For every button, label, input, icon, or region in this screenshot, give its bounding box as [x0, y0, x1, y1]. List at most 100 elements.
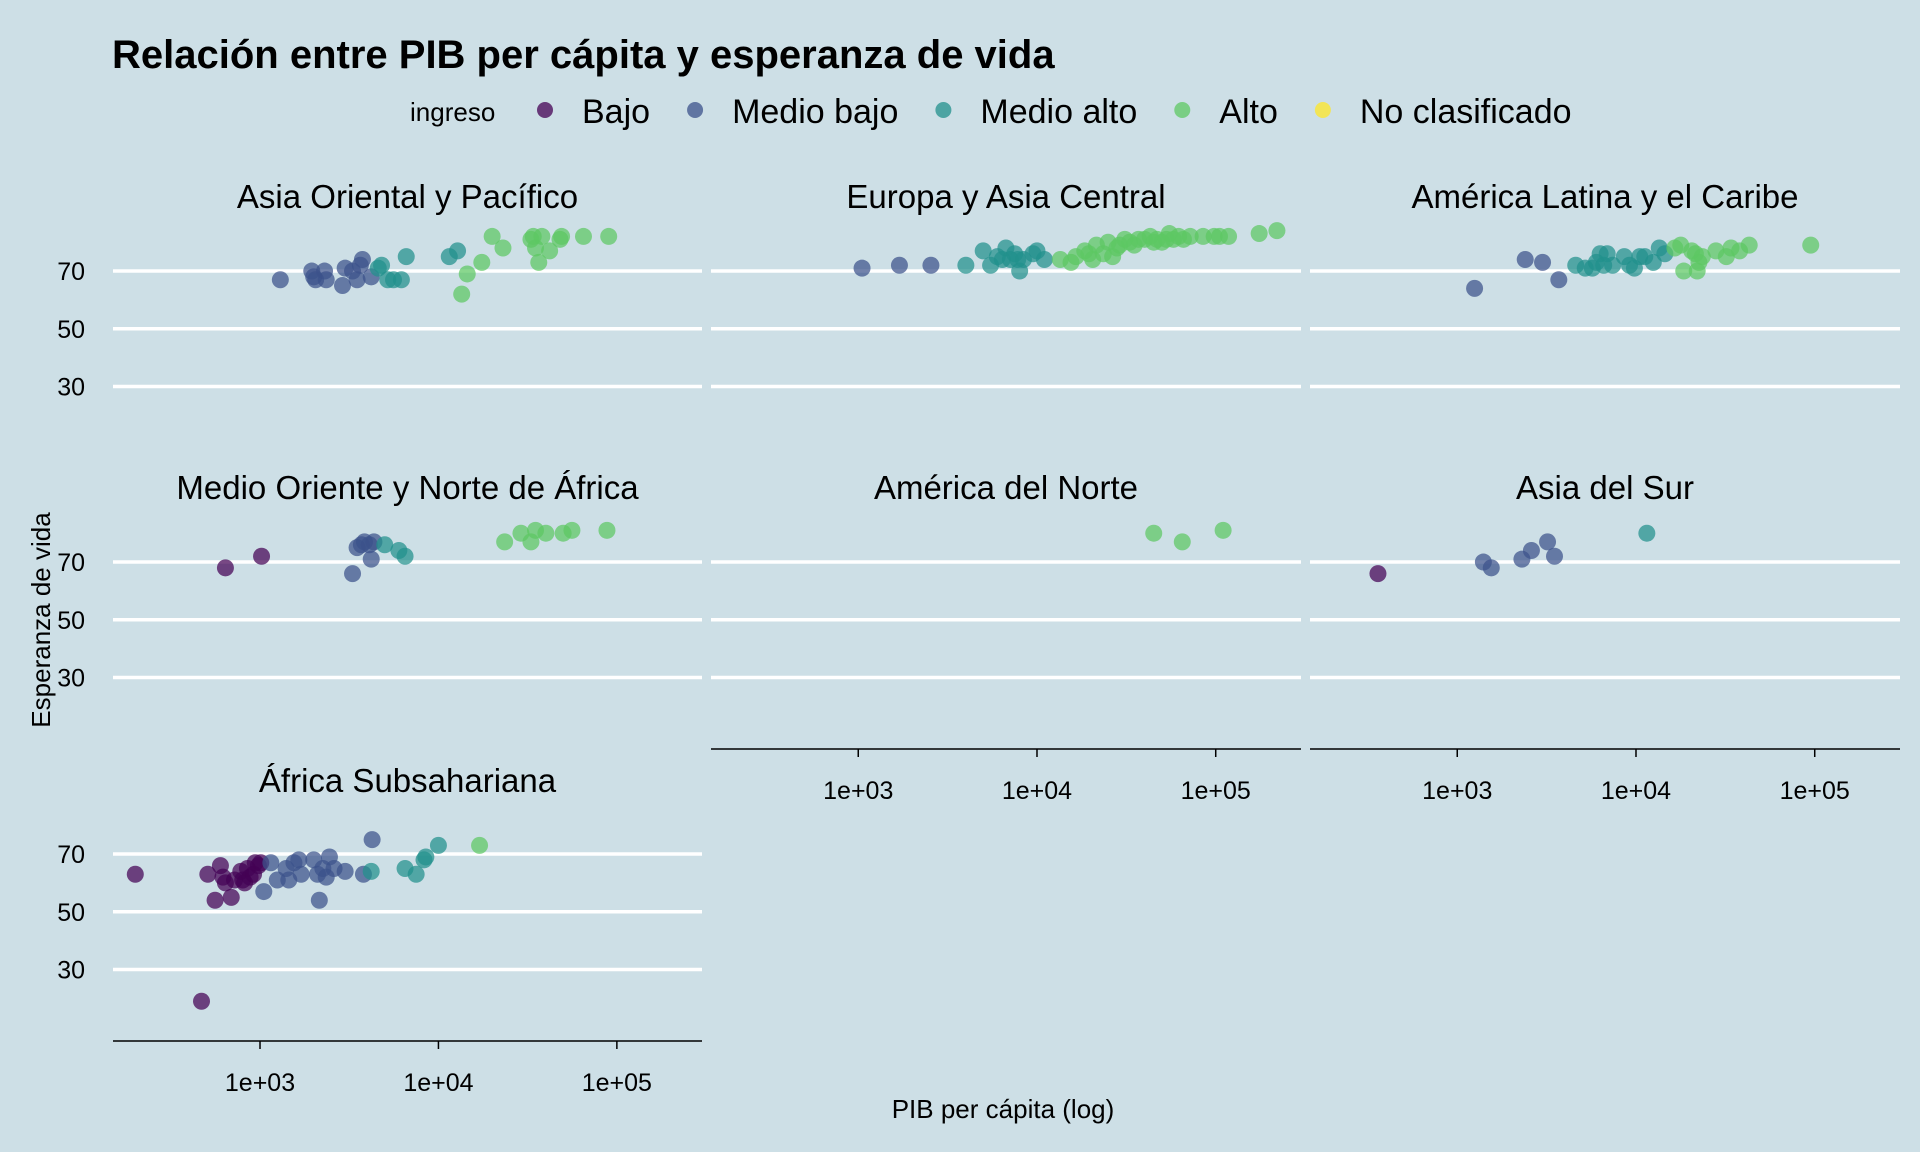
- x-tick-label: 1e+04: [1002, 777, 1072, 805]
- y-tick-label: 30: [57, 373, 85, 401]
- data-point: [222, 888, 240, 906]
- data-point: [473, 253, 491, 271]
- data-point: [1035, 251, 1053, 269]
- data-point: [317, 271, 335, 289]
- chart-title: Relación entre PIB per cápita y esperanz…: [112, 33, 1055, 77]
- x-tick-label: 1e+05: [1780, 777, 1850, 805]
- data-point: [1550, 271, 1568, 289]
- data-point: [1638, 524, 1656, 542]
- data-point: [453, 285, 471, 303]
- data-point: [1482, 559, 1500, 577]
- data-point: [429, 836, 447, 854]
- x-axis-title: PIB per cápita (log): [892, 1094, 1115, 1124]
- y-tick-label: 70: [57, 549, 85, 577]
- data-point: [533, 227, 551, 245]
- y-tick-label: 70: [57, 841, 85, 869]
- data-point: [1644, 253, 1662, 271]
- data-point: [1534, 253, 1552, 271]
- facet-panel: Asia Oriental y Pacífico 30 50 70: [57, 178, 702, 401]
- data-point: [353, 251, 371, 269]
- data-point: [1214, 521, 1232, 539]
- y-tick-label: 50: [57, 607, 85, 635]
- data-point: [253, 547, 271, 565]
- data-point: [1250, 225, 1268, 243]
- facet-title: Europa y Asia Central: [846, 178, 1165, 215]
- facet-panel: África Subsahariana 30 50 70 1e+03 1e+04 1e+05: [57, 762, 702, 1097]
- data-point: [957, 256, 975, 274]
- data-point: [362, 862, 380, 880]
- facet-panel: Medio Oriente y Norte de África 30 50 70: [57, 469, 702, 692]
- data-point: [376, 536, 394, 554]
- legend-label-bajo: Bajo: [582, 93, 650, 131]
- x-tick-label: 1e+04: [1601, 777, 1671, 805]
- legend-label-no_clasificado: No clasificado: [1360, 93, 1572, 131]
- data-point: [1173, 533, 1191, 551]
- data-point: [193, 992, 211, 1010]
- data-point: [1220, 227, 1238, 245]
- data-point: [271, 271, 289, 289]
- data-point: [290, 851, 308, 869]
- data-point: [373, 256, 391, 274]
- data-point: [853, 259, 871, 277]
- y-tick-label: 70: [57, 258, 85, 286]
- data-point: [1546, 547, 1564, 565]
- data-point: [396, 547, 414, 565]
- facet-title: Asia Oriental y Pacífico: [237, 178, 578, 215]
- data-point: [1675, 262, 1693, 280]
- legend-key-bajo: [537, 102, 553, 118]
- legend-key-medio_alto: [935, 102, 952, 118]
- facet-panel: América Latina y el Caribe: [1310, 178, 1900, 389]
- data-point: [449, 242, 467, 260]
- data-point: [563, 521, 581, 539]
- data-point: [974, 242, 992, 260]
- data-point: [890, 256, 908, 274]
- legend-key-no_clasificado: [1314, 102, 1331, 118]
- data-point: [530, 253, 548, 271]
- data-point: [126, 865, 144, 883]
- data-point: [1740, 236, 1758, 254]
- data-point: [1516, 251, 1534, 269]
- legend-label-alto: Alto: [1219, 93, 1278, 131]
- data-point: [348, 271, 366, 289]
- data-point: [417, 848, 435, 866]
- facet-title: Asia del Sur: [1516, 469, 1694, 506]
- facet-title: América Latina y el Caribe: [1411, 178, 1798, 215]
- x-tick-label: 1e+05: [582, 1069, 652, 1097]
- x-tick-label: 1e+03: [225, 1069, 295, 1097]
- data-point: [1522, 542, 1540, 560]
- legend-label-medio_bajo: Medio bajo: [732, 93, 898, 131]
- facet-title: África Subsahariana: [259, 762, 557, 799]
- data-point: [216, 559, 234, 577]
- data-point: [407, 865, 425, 883]
- data-point: [598, 521, 616, 539]
- data-point: [922, 256, 940, 274]
- facet-title: América del Norte: [874, 469, 1138, 506]
- facet-title: Medio Oriente y Norte de África: [176, 469, 639, 506]
- x-tick-label: 1e+03: [823, 777, 893, 805]
- facet-panels: Asia Oriental y Pacífico 30 50 70 Europa y A…: [57, 178, 1900, 1097]
- x-tick-label: 1e+05: [1181, 777, 1251, 805]
- legend: ingreso Bajo Medio bajo Medio alto Alto No c…: [410, 93, 1572, 131]
- data-point: [1145, 524, 1163, 542]
- data-point: [541, 242, 559, 260]
- data-point: [553, 227, 571, 245]
- data-point: [262, 854, 280, 872]
- y-tick-label: 30: [57, 664, 85, 692]
- legend-key-alto: [1174, 102, 1191, 118]
- facet-panel: Asia del Sur 1e+03 1e+04 1e+05: [1310, 469, 1900, 805]
- data-point: [336, 862, 354, 880]
- legend-title: ingreso: [410, 97, 495, 127]
- data-point: [496, 533, 514, 551]
- facet-panel: Europa y Asia Central: [711, 178, 1301, 389]
- data-point: [600, 227, 618, 245]
- x-tick-label: 1e+04: [403, 1069, 473, 1097]
- data-point: [199, 865, 217, 883]
- data-point: [363, 831, 381, 849]
- data-point: [483, 227, 501, 245]
- legend-key-medio_bajo: [687, 102, 704, 118]
- y-tick-label: 30: [57, 956, 85, 984]
- data-point: [537, 524, 555, 542]
- data-point: [397, 248, 415, 266]
- data-point: [458, 265, 476, 283]
